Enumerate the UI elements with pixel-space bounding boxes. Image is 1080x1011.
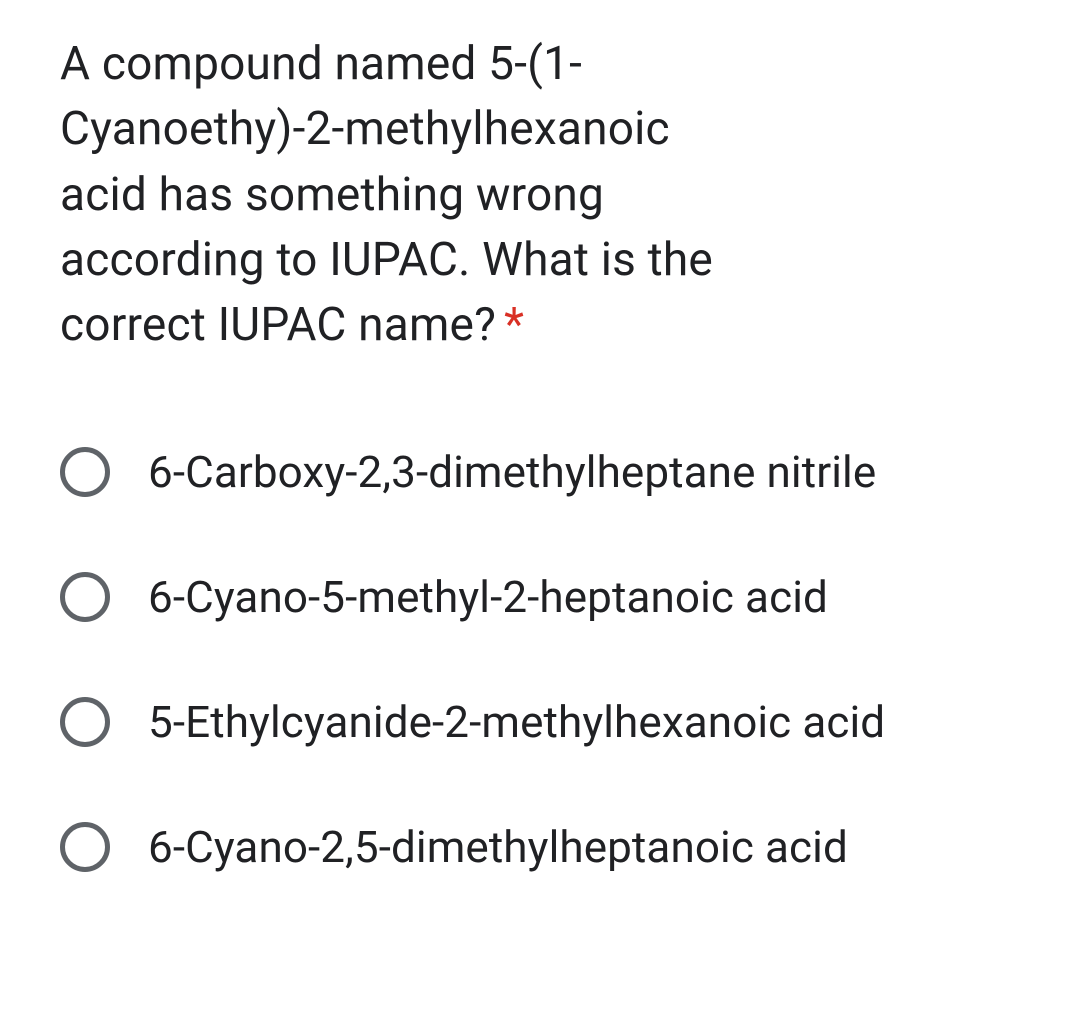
option-1[interactable]: 6-Carboxy-2,3-dimethylheptane nitrile: [60, 445, 1020, 500]
option-2[interactable]: 6-Cyano-5-methyl-2-heptanoic acid: [60, 570, 1020, 625]
question-line-1: A compound named 5-(1-: [60, 37, 582, 91]
option-1-label: 6-Carboxy-2,3-dimethylheptane nitrile: [148, 445, 876, 500]
required-star-icon: *: [504, 298, 524, 352]
question-line-4: according to IUPAC. What is the: [60, 233, 713, 287]
radio-icon[interactable]: [60, 822, 110, 872]
option-3[interactable]: 5-Ethylcyanide-2-methylhexanoic acid: [60, 695, 1020, 750]
question-line-5: correct IUPAC name?: [60, 298, 496, 352]
option-3-label: 5-Ethylcyanide-2-methylhexanoic acid: [148, 695, 885, 750]
radio-icon[interactable]: [60, 572, 110, 622]
option-2-label: 6-Cyano-5-methyl-2-heptanoic acid: [148, 570, 828, 625]
question-line-3: acid has something wrong: [60, 168, 604, 222]
question-text: A compound named 5-(1- Cyanoethy)-2-meth…: [60, 32, 1020, 359]
question-line-2: Cyanoethy)-2-methylhexanoic: [60, 102, 670, 156]
radio-icon[interactable]: [60, 447, 110, 497]
option-4-label: 6-Cyano-2,5-dimethylheptanoic acid: [148, 820, 848, 875]
option-4[interactable]: 6-Cyano-2,5-dimethylheptanoic acid: [60, 820, 1020, 875]
question-container: A compound named 5-(1- Cyanoethy)-2-meth…: [0, 0, 1080, 915]
radio-icon[interactable]: [60, 697, 110, 747]
options-group: 6-Carboxy-2,3-dimethylheptane nitrile 6-…: [60, 445, 1020, 875]
